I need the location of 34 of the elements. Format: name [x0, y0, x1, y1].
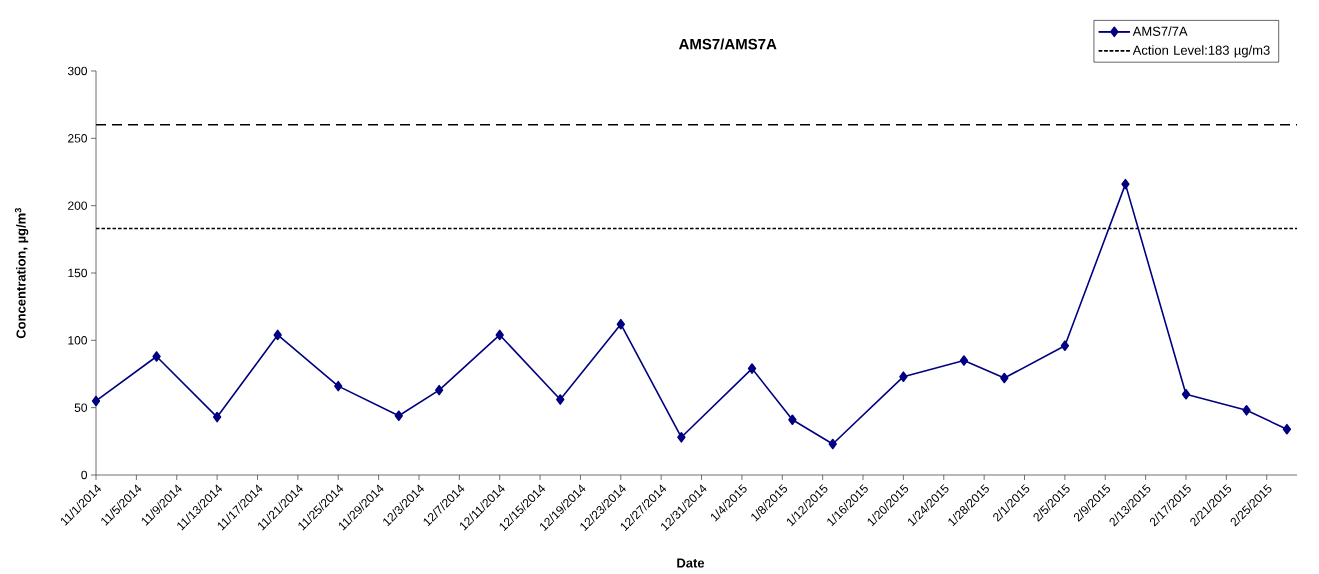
- point: [1121, 178, 1130, 190]
- point: [394, 410, 403, 422]
- y-tick-label: 300: [67, 66, 88, 76]
- point: [91, 395, 101, 407]
- point: [212, 411, 222, 423]
- point: [1282, 423, 1292, 435]
- point: [616, 318, 625, 330]
- y-tick-label: 0: [81, 470, 88, 480]
- chart-title: AMS7/AMS7A: [678, 38, 777, 50]
- y-tick-label: 150: [68, 268, 88, 278]
- point: [1060, 340, 1070, 352]
- x-axis-title: Date: [677, 558, 705, 568]
- point: [1181, 388, 1191, 400]
- point: [959, 355, 969, 366]
- y-tick-label: 50: [74, 403, 88, 412]
- point: [434, 384, 444, 396]
- y-axis-title: Concentration, µg/m$^{3}$: [14, 208, 29, 339]
- point: [273, 329, 282, 341]
- point: [677, 431, 686, 443]
- y-tick-label: 250: [68, 134, 88, 143]
- point: [1000, 372, 1009, 384]
- point: [334, 380, 343, 392]
- point: [899, 371, 908, 382]
- y-tick-label: 100: [68, 336, 88, 345]
- point: [495, 329, 504, 341]
- point: [556, 394, 565, 405]
- legend-label: AMS7/7A: [1132, 26, 1188, 36]
- point: [828, 438, 837, 450]
- point: [788, 414, 797, 426]
- legend-label: Action Level:183 µg/m3: [1132, 45, 1270, 58]
- y-tick-label: 200: [68, 201, 88, 210]
- point: [152, 351, 161, 362]
- point: [747, 363, 757, 374]
- point: [1242, 405, 1251, 416]
